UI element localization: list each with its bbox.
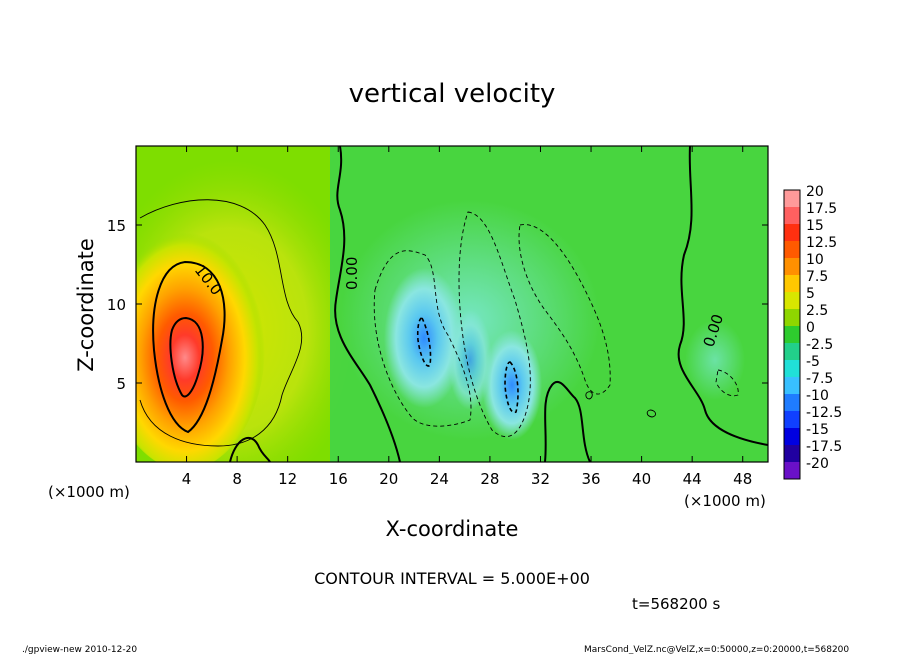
colorbar-label: 7.5 [806,269,828,285]
colorbar-swatch [784,190,800,207]
colorbar-label: -10 [806,388,829,404]
colorbar-label: 5 [806,286,815,302]
time-label: t=568200 s [632,595,720,613]
downdraft-core-2 [482,330,542,440]
east-cell [685,320,745,400]
x-unit-left: (×1000 m) [48,483,130,501]
plot-area: 10.0 0.00 0.00 [135,145,769,463]
colorbar-swatch [784,377,800,394]
chart-title: vertical velocity [349,79,556,109]
x-tick-label: 40 [632,470,651,488]
y-axis: 5 10 15 [107,217,768,393]
contour-0-east [677,145,769,446]
x-unit-right: (×1000 m) [684,492,766,510]
colorbar-label: 17.5 [806,201,837,217]
colorbar-label: -2.5 [806,337,833,353]
colorbar-label: -15 [806,422,829,438]
x-tick-label: 8 [232,470,242,488]
contour-lines [139,145,769,463]
colorbar-swatch [784,462,800,479]
contour-neg5-b [458,211,531,438]
colorbar-label: 0 [806,320,815,336]
colorbar-swatch [784,275,800,292]
contour-5 [139,199,303,447]
footer-right: MarsCond_VelZ.nc@VelZ,x=0:50000,z=0:2000… [584,645,849,654]
contour-small [646,409,657,418]
colorbar: 2017.51512.5107.552.50-2.5-5-7.5-10-12.5… [783,184,842,480]
contour-15 [169,316,204,398]
x-tick-label: 32 [531,470,550,488]
contour-label-0-west: 0.00 [343,257,361,290]
contour-neg5-east [715,369,739,397]
y-tick-label: 5 [116,375,126,393]
contour-10 [152,260,226,434]
updraft-core [136,220,265,462]
x-tick-label: 4 [182,470,192,488]
y-axis-label: Z-coordinate [74,238,98,372]
colorbar-label: 15 [806,218,824,234]
colorbar-label: -5 [806,354,820,370]
x-tick-label: 28 [480,470,499,488]
contour-small-2 [585,391,593,400]
colorbar-swatch [784,258,800,275]
footer-left: ./gpview-new 2010-12-20 [22,645,137,654]
x-tick-label: 12 [278,470,297,488]
colorbar-label: -7.5 [806,371,833,387]
colorbar-swatch [784,241,800,258]
colorbar-label: 12.5 [806,235,837,251]
downdraft-core-3 [448,310,492,410]
y-tick-label: 15 [107,217,126,235]
contour-interval: CONTOUR INTERVAL = 5.000E+00 [314,569,590,588]
x-tick-label: 48 [733,470,752,488]
contour-neg10-b [504,361,519,414]
x-tick-label: 20 [379,470,398,488]
x-tick-label: 36 [581,470,600,488]
downdraft-core-1 [384,268,464,408]
colorbar-label: 20 [806,184,824,200]
x-tick-label: 16 [329,470,348,488]
colorbar-label: -12.5 [806,405,842,421]
colorbar-swatch [784,411,800,428]
contour-0-west [334,145,401,463]
contour-neg10-a [416,317,432,367]
contour-neg5-c [518,224,611,395]
contour-0-mid [544,380,591,463]
x-tick-label: 24 [430,470,449,488]
colorbar-swatch [784,445,800,462]
colorbar-swatch [784,292,800,309]
x-axis-label: X-coordinate [386,517,519,541]
contour-neg5-a [373,250,472,427]
colorbar-label: -20 [806,456,829,472]
x-axis: 4 8 12 16 20 24 28 32 36 40 44 48 [182,146,752,488]
colorbar-swatch [784,224,800,241]
contour-0-south [229,436,271,463]
colorbar-swatch [784,394,800,411]
colorbar-label: 2.5 [806,303,828,319]
y-tick-label: 10 [107,296,126,314]
colorbar-swatch [784,428,800,445]
colorbar-label: 10 [806,252,824,268]
colorbar-swatch [784,207,800,224]
colorbar-swatch [784,309,800,326]
colorbar-swatch [784,360,800,377]
colorbar-swatch [784,343,800,360]
colorbar-label: -17.5 [806,439,842,455]
colorbar-swatch [784,326,800,343]
x-tick-label: 44 [683,470,702,488]
colorbar-frame [783,189,801,480]
